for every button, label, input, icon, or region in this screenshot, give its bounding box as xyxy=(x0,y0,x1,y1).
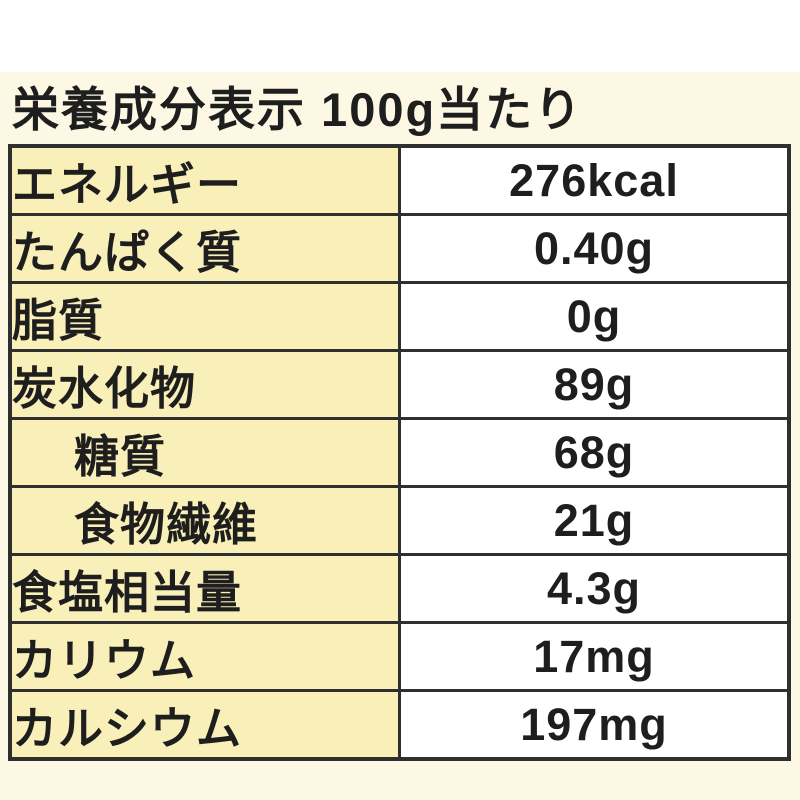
nutrient-name: 食物繊維 xyxy=(8,485,401,556)
table-row: カリウム 17mg xyxy=(8,621,791,692)
nutrient-name: カルシウム xyxy=(8,689,401,761)
table-row: 脂質 0g xyxy=(8,281,791,352)
table-row: エネルギー 276kcal xyxy=(8,144,791,216)
table-row: たんぱく質 0.40g xyxy=(8,213,791,284)
nutrient-name: 脂質 xyxy=(8,281,401,352)
nutrient-value: 0.40g xyxy=(398,213,791,284)
nutrient-value: 197mg xyxy=(398,689,791,761)
nutrient-value: 89g xyxy=(398,349,791,420)
nutrient-name: エネルギー xyxy=(8,144,401,216)
page-title: 栄養成分表示 100g当たり xyxy=(12,83,584,136)
nutrient-value: 4.3g xyxy=(398,553,791,624)
nutrient-value: 68g xyxy=(398,417,791,488)
nutrient-name: たんぱく質 xyxy=(8,213,401,284)
nutrient-name: カリウム xyxy=(8,621,401,692)
table-row: 食塩相当量 4.3g xyxy=(8,553,791,624)
table-row: 糖質 68g xyxy=(8,417,791,488)
nutrient-name: 糖質 xyxy=(8,417,401,488)
table-row: 炭水化物 89g xyxy=(8,349,791,420)
nutrient-name: 食塩相当量 xyxy=(8,553,401,624)
nutrient-value: 21g xyxy=(398,485,791,556)
nutrient-name: 炭水化物 xyxy=(8,349,401,420)
table-row: 食物繊維 21g xyxy=(8,485,791,556)
nutrition-table: エネルギー 276kcal たんぱく質 0.40g 脂質 0g 炭水化物 89g… xyxy=(8,144,791,761)
nutrient-value: 0g xyxy=(398,281,791,352)
nutrition-label-panel: 栄養成分表示 100g当たり エネルギー 276kcal たんぱく質 0.40g… xyxy=(0,72,800,800)
nutrient-value: 276kcal xyxy=(398,144,791,216)
table-row: カルシウム 197mg xyxy=(8,689,791,761)
nutrient-value: 17mg xyxy=(398,621,791,692)
